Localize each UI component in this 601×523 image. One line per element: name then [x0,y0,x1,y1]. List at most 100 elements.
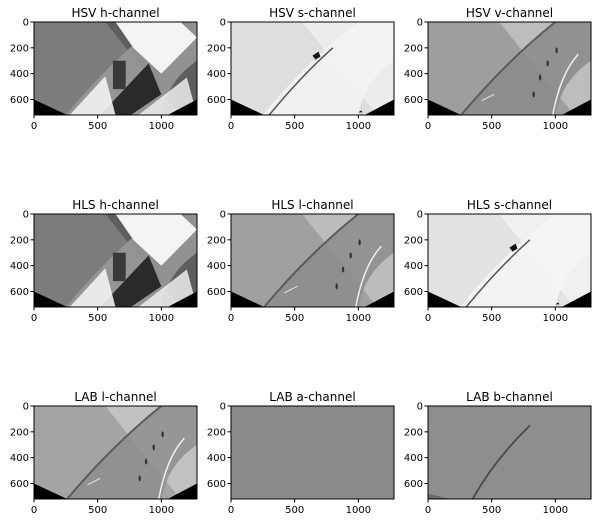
x-tick-label: 1000 [346,313,371,324]
x-tick-label: 0 [31,505,37,516]
panel-title: HSV s-channel [269,6,356,20]
x-tick-label: 500 [285,121,304,132]
axes-frame [427,213,592,308]
panel-hls-l: HLS l-channel 0 500 1000 0 200 400 600 [207,198,395,324]
x-tick-label: 500 [482,505,501,516]
x-tick-label: 0 [31,121,37,132]
x-tick-label: 0 [31,313,37,324]
x-tick-label: 500 [482,121,501,132]
axes-frame [230,213,395,308]
panel-hls-s: HLS s-channel 0 500 1000 0 200 400 600 [404,198,592,324]
y-tick-label: 0 [417,402,423,413]
x-tick-label: 1000 [149,121,174,132]
y-tick-label: 600 [404,95,423,106]
y-tick-label: 0 [23,18,29,29]
panel-lab-b: LAB b-channel 0 500 1000 0 200 400 600 [404,390,592,516]
y-tick-label: 200 [10,235,29,246]
panel-title: HLS h-channel [72,198,159,212]
y-tick-label: 400 [10,69,29,80]
y-tick-label: 0 [220,402,226,413]
channel-image [428,214,591,307]
x-tick-label: 0 [425,505,431,516]
y-tick-label: 400 [404,453,423,464]
x-tick-label: 1000 [149,313,174,324]
y-tick-label: 600 [10,479,29,490]
panel-hls-h: HLS h-channel 0 500 1000 0 200 400 600 [10,198,198,324]
axes-frame [230,405,395,500]
y-tick-label: 600 [10,95,29,106]
panel-title: LAB b-channel [466,390,553,404]
x-tick-label: 500 [88,313,107,324]
panel-lab-a: LAB a-channel 0 500 1000 0 200 400 600 [207,390,395,516]
panel-title: HSV v-channel [466,6,553,20]
channel-image [34,22,197,115]
y-tick-label: 200 [207,235,226,246]
panel-lab-l: LAB l-channel 0 500 1000 0 200 400 600 [10,390,198,516]
panel-title: HSV h-channel [71,6,159,20]
panel-title: HLS l-channel [271,198,353,212]
y-tick-label: 400 [207,453,226,464]
y-tick-label: 400 [207,69,226,80]
y-tick-label: 0 [23,402,29,413]
y-tick-label: 0 [220,18,226,29]
y-tick-label: 0 [417,18,423,29]
panel-title: LAB l-channel [74,390,156,404]
axes-frame [427,21,592,116]
axes-frame [427,405,592,500]
axes-frame [33,21,198,116]
x-tick-label: 0 [228,313,234,324]
y-tick-label: 200 [207,427,226,438]
y-tick-label: 600 [404,287,423,298]
panel-hsv-s: HSV s-channel 0 500 1000 0 200 400 600 [207,6,395,132]
y-tick-label: 200 [404,427,423,438]
y-tick-label: 600 [10,287,29,298]
y-tick-label: 400 [404,261,423,272]
y-tick-label: 400 [207,261,226,272]
y-tick-label: 0 [23,210,29,221]
axes-frame [230,21,395,116]
channel-image [231,214,394,307]
y-tick-label: 600 [207,287,226,298]
y-tick-label: 200 [404,43,423,54]
panel-title: LAB a-channel [269,390,355,404]
y-tick-label: 0 [220,210,226,221]
x-tick-label: 1000 [543,313,568,324]
x-tick-label: 500 [482,313,501,324]
channel-image [34,214,197,307]
x-tick-label: 500 [88,505,107,516]
y-tick-label: 600 [207,95,226,106]
y-tick-label: 400 [10,261,29,272]
x-tick-label: 500 [285,505,304,516]
x-tick-label: 1000 [543,121,568,132]
x-tick-label: 1000 [149,505,174,516]
channel-image [428,406,591,499]
x-tick-label: 0 [425,121,431,132]
y-tick-label: 400 [10,453,29,464]
y-tick-label: 200 [10,43,29,54]
y-tick-label: 600 [404,479,423,490]
channel-image [231,406,394,499]
channel-image [34,406,197,499]
axes-frame [33,213,198,308]
panel-hsv-v: HSV v-channel 0 500 1000 0 200 400 600 [404,6,592,132]
y-tick-label: 200 [207,43,226,54]
y-tick-label: 200 [10,427,29,438]
channel-image [231,22,394,115]
x-tick-label: 500 [285,313,304,324]
x-tick-label: 1000 [346,505,371,516]
x-tick-label: 500 [88,121,107,132]
y-tick-label: 0 [417,210,423,221]
axes-frame [33,405,198,500]
panel-hsv-h: HSV h-channel 0 500 1000 0 200 400 600 [10,6,198,132]
x-tick-label: 0 [228,505,234,516]
y-tick-label: 600 [207,479,226,490]
x-tick-label: 1000 [346,121,371,132]
x-tick-label: 1000 [543,505,568,516]
y-tick-label: 200 [404,235,423,246]
channel-image [428,22,591,115]
x-tick-label: 0 [228,121,234,132]
panel-title: HLS s-channel [467,198,552,212]
x-tick-label: 0 [425,313,431,324]
y-tick-label: 400 [404,69,423,80]
